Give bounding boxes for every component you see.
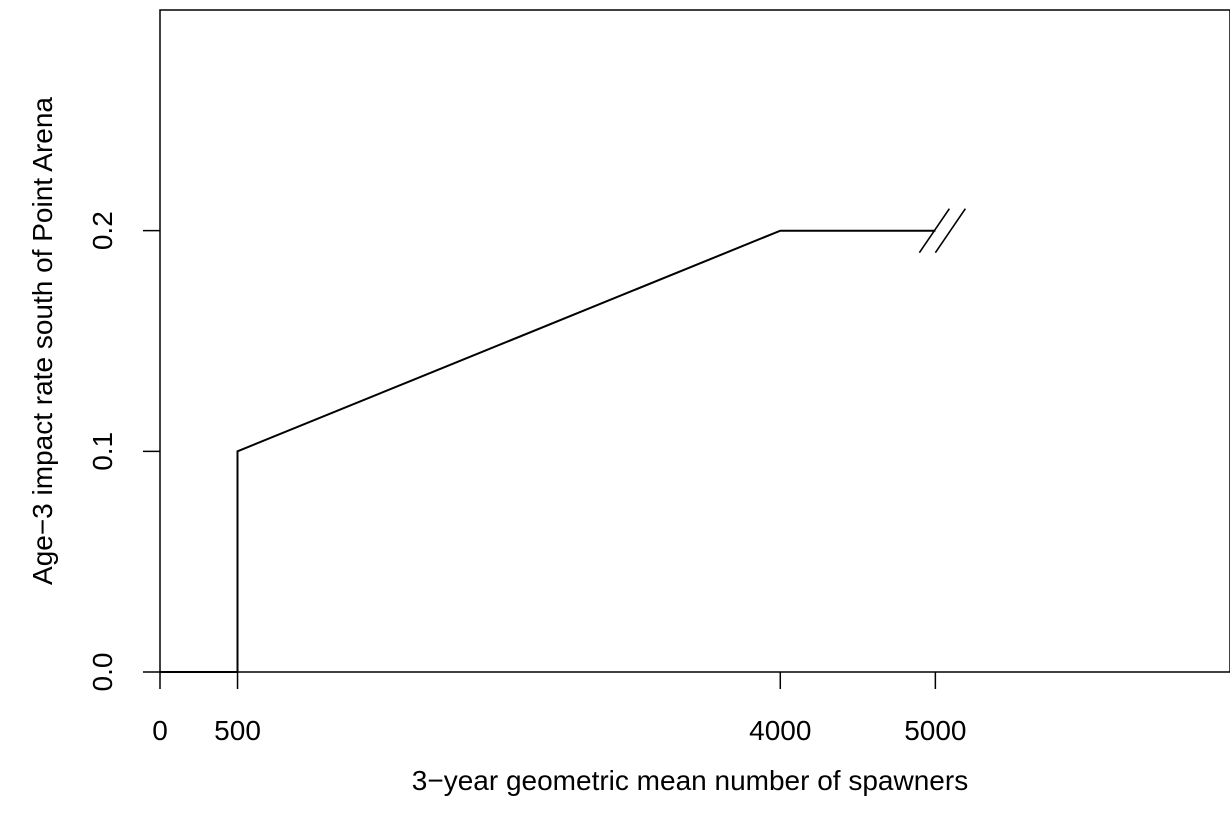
y-tick-label: 0.1: [87, 432, 118, 471]
plot-frame: [159, 9, 1230, 673]
y-axis-label: Age−3 impact rate south of Point Arena: [27, 97, 58, 585]
marks: [160, 208, 967, 673]
x-tick-label: 4000: [749, 715, 811, 746]
x-axis: 0 500 4000 5000: [152, 672, 967, 746]
y-tick-label: 0.0: [87, 653, 118, 692]
axis-break-mark-1: [918, 208, 951, 254]
x-tick-label: 5000: [904, 715, 966, 746]
series-line-0: [160, 229, 936, 673]
x-tick-label: 0: [152, 715, 168, 746]
y-tick-label: 0.2: [87, 211, 118, 250]
y-axis: 0.0 0.1 0.2: [87, 211, 160, 691]
x-tick-label: 500: [214, 715, 261, 746]
x-axis-label: 3−year geometric mean number of spawners: [412, 765, 968, 796]
axis-break-mark-2: [934, 208, 967, 254]
